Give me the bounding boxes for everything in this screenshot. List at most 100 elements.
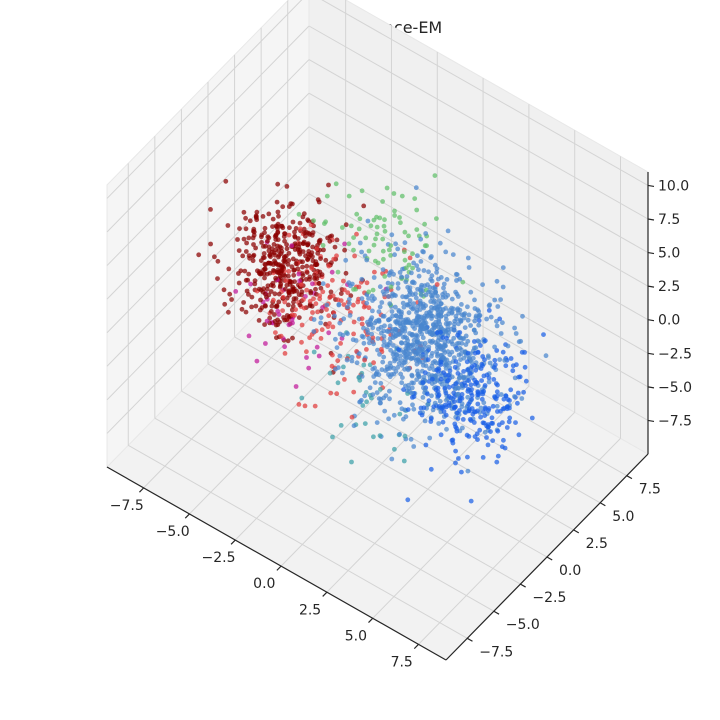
data-point (331, 256, 337, 262)
data-point (286, 290, 292, 295)
data-point (456, 352, 462, 358)
data-point (215, 276, 220, 281)
data-point (456, 340, 462, 346)
data-point (350, 337, 356, 343)
data-point (320, 243, 326, 248)
data-point (406, 342, 411, 347)
data-point (299, 339, 304, 345)
data-point (459, 396, 465, 401)
data-point (370, 308, 375, 314)
data-point (305, 256, 311, 262)
data-point (272, 319, 278, 324)
data-point (361, 340, 367, 346)
data-point (283, 278, 289, 283)
data-point (246, 333, 252, 339)
data-point (345, 331, 350, 337)
data-point (311, 296, 316, 302)
data-point (304, 270, 310, 275)
data-point (318, 336, 324, 341)
data-point (325, 235, 330, 241)
data-point (491, 365, 497, 370)
data-point (287, 225, 292, 231)
data-point (399, 362, 405, 368)
grid-line-y-floor (207, 363, 548, 558)
data-point (473, 367, 479, 373)
data-point (456, 375, 462, 381)
data-point (248, 281, 254, 287)
data-point (494, 318, 499, 324)
data-point (363, 235, 369, 241)
data-point (465, 468, 471, 474)
data-point (381, 256, 386, 262)
data-point (521, 389, 526, 395)
data-point (453, 271, 459, 277)
data-point (427, 338, 433, 344)
data-point (486, 355, 491, 360)
data-point (297, 251, 303, 257)
data-point (468, 390, 474, 396)
data-point (437, 321, 443, 327)
data-point (446, 384, 452, 390)
data-point (416, 273, 422, 279)
data-point (382, 323, 387, 329)
data-point (387, 388, 392, 394)
data-point (399, 380, 405, 386)
data-point (279, 268, 285, 273)
data-point (406, 310, 412, 316)
data-point (320, 289, 326, 295)
data-point (335, 297, 341, 303)
data-point (392, 446, 397, 452)
data-point (425, 282, 430, 288)
data-point (402, 366, 407, 372)
data-point (481, 373, 487, 379)
data-point (424, 314, 430, 319)
data-point (318, 285, 324, 291)
data-point (399, 309, 404, 315)
data-point (453, 381, 459, 386)
data-point (266, 244, 272, 250)
data-point (494, 278, 500, 284)
data-point (251, 252, 257, 258)
data-point (302, 403, 308, 409)
data-point (348, 293, 354, 299)
data-point (443, 329, 448, 335)
data-point (256, 318, 262, 323)
data-point (330, 324, 336, 330)
data-point (422, 340, 428, 346)
data-point (516, 432, 522, 438)
data-point (434, 266, 440, 272)
data-point (262, 225, 268, 231)
data-point (436, 421, 442, 426)
data-point (476, 318, 482, 323)
data-point (420, 380, 426, 385)
data-point (325, 324, 331, 330)
data-point (424, 310, 430, 316)
data-point (300, 259, 305, 265)
data-point (293, 384, 299, 389)
data-point (243, 309, 249, 315)
data-point (485, 442, 491, 448)
data-point (455, 416, 461, 421)
data-point (337, 353, 343, 359)
data-point (460, 279, 466, 285)
data-point (432, 173, 438, 179)
data-point (421, 385, 426, 391)
data-point (326, 182, 331, 188)
y-tick-mark (573, 529, 580, 534)
data-point (407, 292, 412, 298)
data-point (274, 335, 279, 341)
grid-line-z-left (106, 126, 310, 334)
data-point (253, 214, 259, 220)
data-point (492, 344, 497, 350)
data-point (349, 459, 354, 465)
data-point (444, 357, 450, 363)
data-point (495, 382, 500, 388)
data-point (376, 309, 382, 314)
data-point (417, 298, 423, 304)
data-point (275, 209, 281, 215)
data-point (338, 291, 344, 296)
data-point (434, 302, 439, 308)
data-point (520, 313, 525, 319)
data-point (500, 320, 505, 326)
data-point (519, 349, 525, 355)
